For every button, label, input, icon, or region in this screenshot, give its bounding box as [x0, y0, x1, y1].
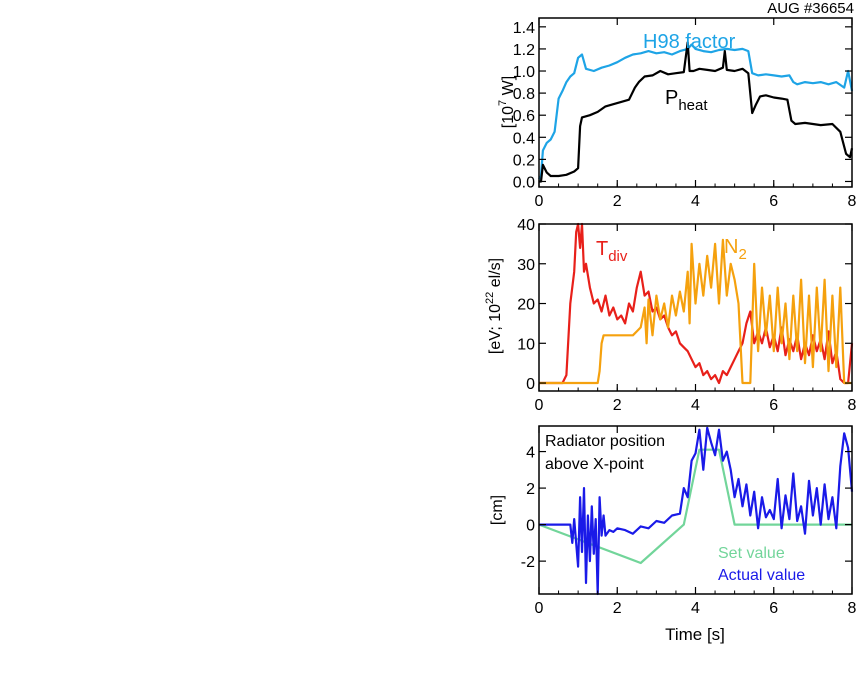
y-tick-label: 0	[526, 518, 535, 535]
legend-pheat: Pheat	[665, 87, 708, 114]
y-tick-label: 2	[526, 481, 535, 498]
legend-n2-sub: 2	[738, 246, 746, 263]
y-tick-label: 30	[517, 257, 535, 274]
annotation-radiator-line2: above X-point	[545, 456, 644, 473]
panel-bottom: 0 2 4 6 8 -2 0 2 4	[521, 425, 857, 617]
y-tick-label: 0.4	[513, 130, 535, 147]
ylabel-top-main: [10	[500, 106, 517, 128]
shot-label: AUG #36654	[767, 0, 854, 17]
x-tick-label: 4	[691, 600, 700, 617]
ylabel-middle-sup: 22	[484, 292, 496, 304]
x-tick-label: 4	[691, 397, 700, 414]
legend-n2-main: N	[724, 236, 738, 258]
x-tick-label: 0	[535, 193, 544, 210]
y-tick-label: 0.0	[513, 174, 535, 191]
ylabel-middle-main: [eV; 10	[487, 304, 504, 354]
legend-pheat-main: P	[665, 87, 678, 109]
series-line-n2	[539, 238, 852, 385]
x-tick-label: 2	[613, 193, 622, 210]
x-tick-label: 0	[535, 600, 544, 617]
legend-pheat-sub: heat	[678, 97, 708, 114]
ylabel-middle-tail: el/s]	[487, 258, 504, 292]
series-line-pheat	[539, 41, 854, 183]
y-tick-label: 10	[517, 336, 535, 353]
x-tick-label: 0	[535, 397, 544, 414]
y-tick-label: 0.8	[513, 86, 535, 103]
y-tick-label: 1.2	[513, 42, 535, 59]
series-line-actual-value	[539, 426, 854, 596]
x-tick-label: 6	[769, 600, 778, 617]
panel-middle: 0 2 4 6 8 0 10 20 30 40	[517, 217, 856, 414]
legend-h98-factor: H98 factor	[643, 31, 736, 53]
ylabel-top: [107 W]	[497, 76, 517, 128]
x-tick-label: 4	[691, 193, 700, 210]
y-tick-label: 4	[526, 445, 535, 462]
y-tick-label: 1.0	[513, 64, 535, 81]
y-tick-label: 1.4	[513, 20, 535, 37]
x-tick-label: 6	[769, 193, 778, 210]
legend-n2: N2	[724, 236, 747, 263]
legend-tdiv-main: T	[596, 238, 608, 260]
series-line-h98-factor	[538, 43, 854, 180]
x-axis-label: Time [s]	[665, 625, 725, 644]
x-tick-label: 6	[769, 397, 778, 414]
ylabel-top-tail: W]	[500, 76, 517, 100]
x-tick-label: 8	[848, 600, 857, 617]
ylabel-bottom: [cm]	[489, 495, 506, 525]
series-line-set-value	[538, 448, 852, 565]
y-tick-label: 40	[517, 217, 535, 234]
y-tick-label: 20	[517, 297, 535, 314]
x-tick-label: 8	[848, 193, 857, 210]
legend-actual-value: Actual value	[718, 567, 805, 584]
x-tick-label: 2	[613, 600, 622, 617]
series-line-tdiv	[539, 222, 854, 385]
y-tick-label: -2	[521, 554, 535, 571]
legend-tdiv-sub: div	[608, 248, 628, 265]
y-tick-label: 0	[526, 376, 535, 393]
panel-top: 0 2 4 6 8 0.0 0.2 0.4 0.6 0.8 1.0 1.2 1.4	[513, 17, 857, 210]
legend-set-value: Set value	[718, 545, 785, 562]
legend-tdiv: Tdiv	[596, 238, 628, 265]
annotation-radiator-line1: Radiator position	[545, 433, 665, 450]
y-tick-label: 0.2	[513, 152, 535, 169]
y-tick-label: 0.6	[513, 108, 535, 125]
x-tick-label: 8	[848, 397, 857, 414]
ylabel-top-sup: 7	[497, 100, 509, 106]
x-tick-label: 2	[613, 397, 622, 414]
ylabel-middle: [eV; 1022 el/s]	[484, 258, 504, 354]
